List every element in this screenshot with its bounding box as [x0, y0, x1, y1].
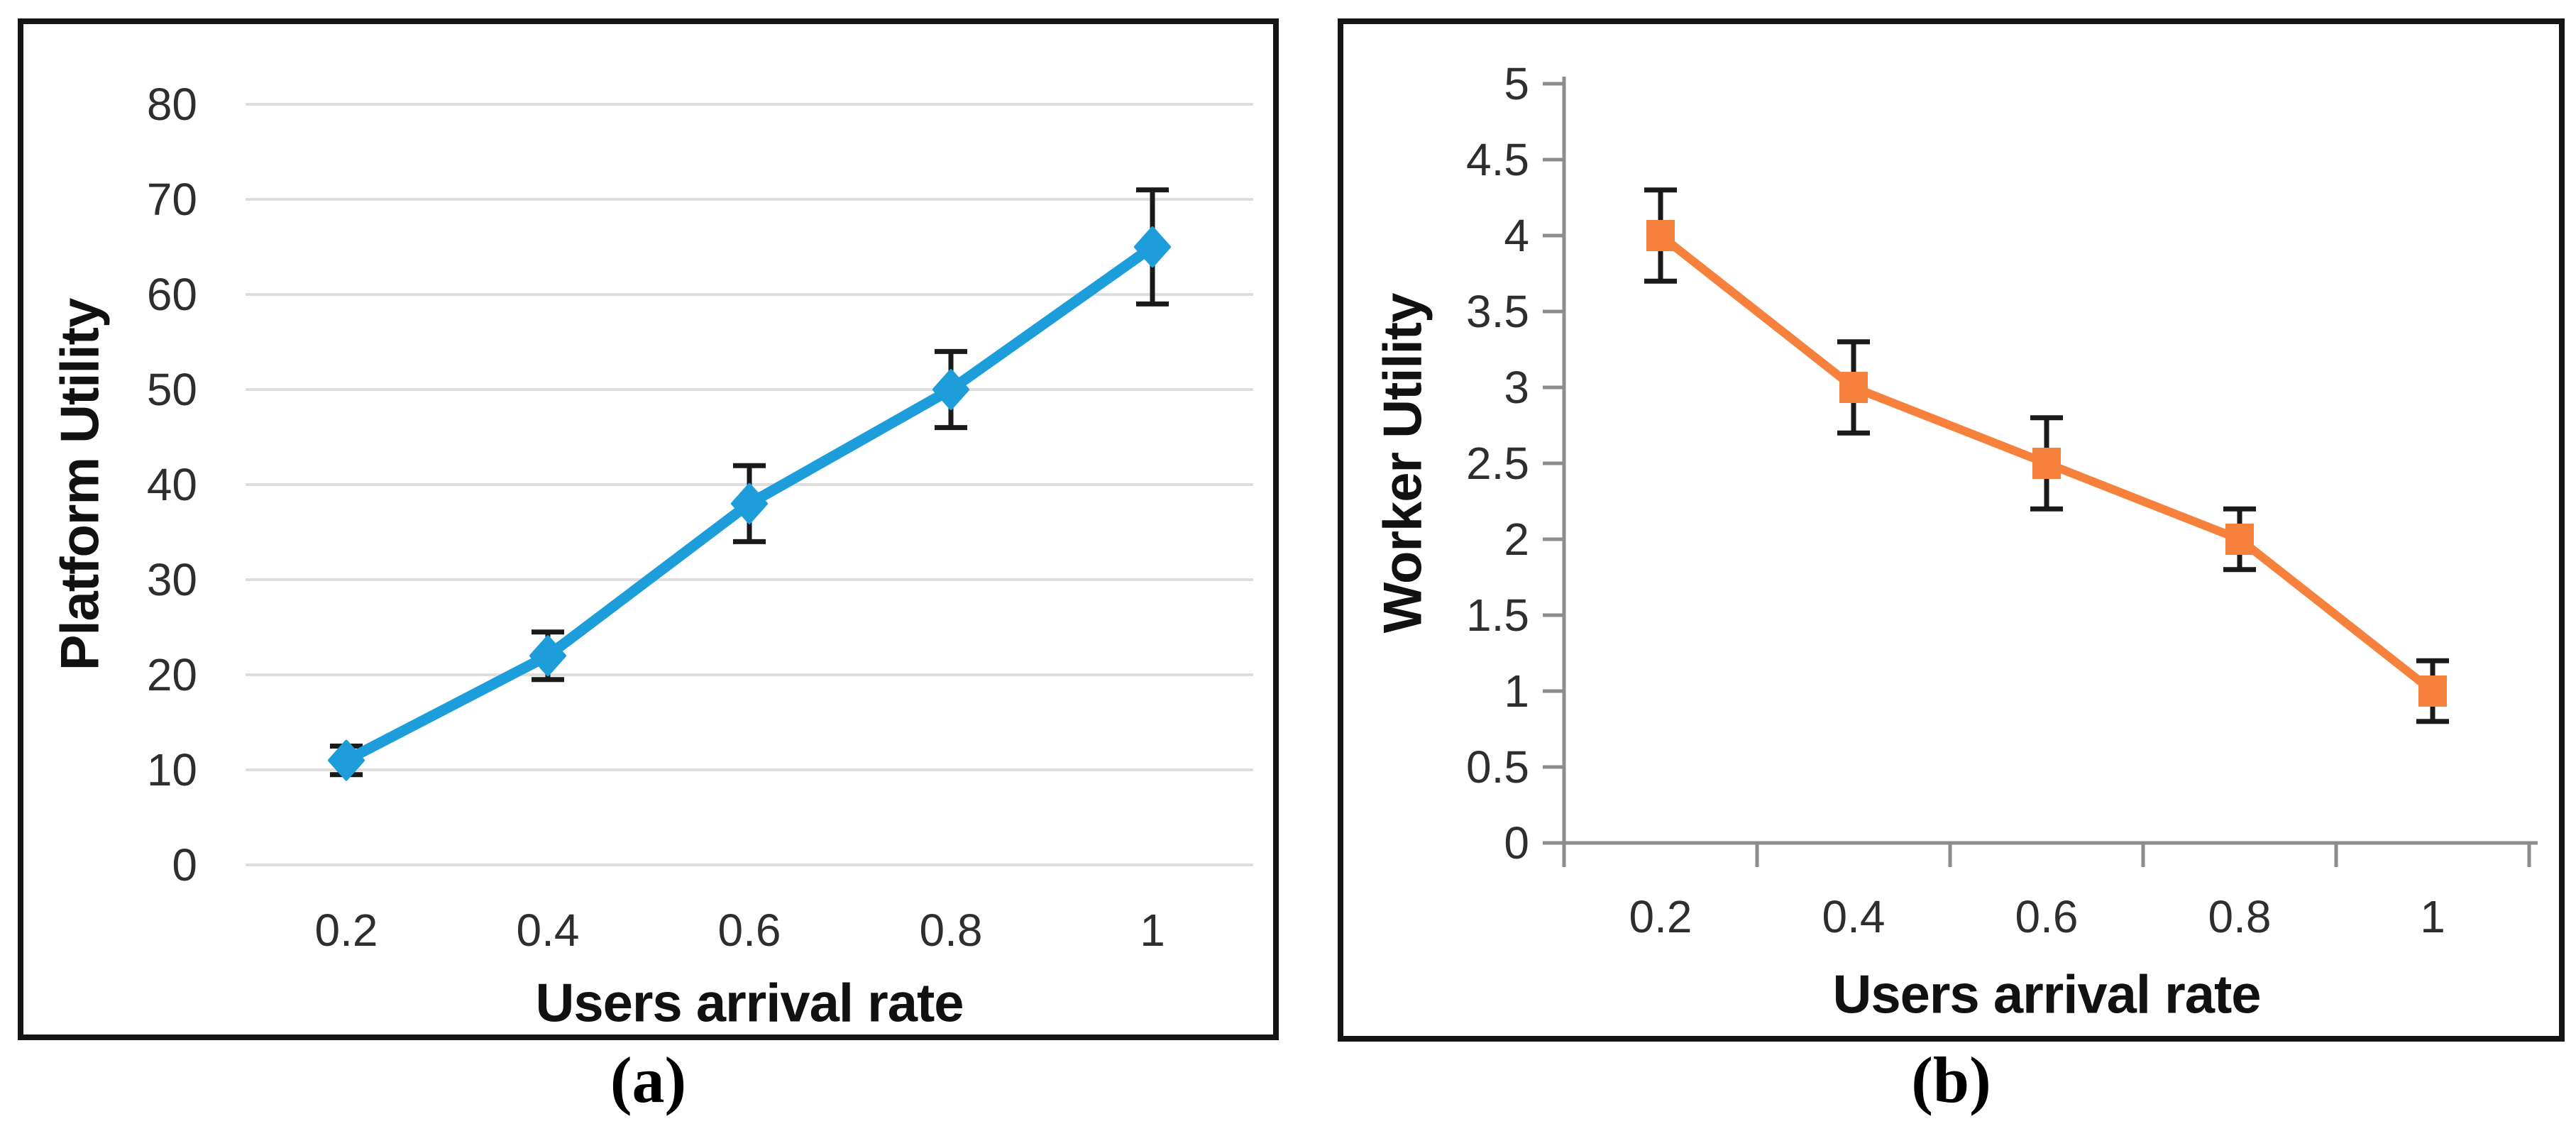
- y-tick-label: 0.5: [1466, 741, 1529, 793]
- y-axis-title-a: Platform Utility: [50, 298, 111, 671]
- y-tick-label: 40: [147, 459, 197, 510]
- plot-area-a: 0 10 20 30 40 50 60 70 80 0.2 0.4 0.6 0.8 1: [147, 79, 1253, 956]
- x-tick-labels: 0.2 0.4 0.6 0.8 1: [315, 905, 1165, 956]
- caption-a: (a): [610, 1044, 687, 1116]
- data-point-marker: [2225, 524, 2254, 555]
- y-tick-label: 30: [147, 554, 197, 605]
- y-axis-title-b: Worker Utility: [1373, 293, 1433, 633]
- data-point-marker: [1646, 220, 1675, 251]
- y-tick-label: 0: [172, 839, 197, 890]
- y-tick-label: 3: [1504, 362, 1529, 413]
- data-point-marker: [1134, 226, 1171, 267]
- x-tick-label: 0.8: [920, 905, 983, 956]
- y-tick-label: 1.5: [1466, 590, 1529, 641]
- series-markers: [328, 226, 1171, 781]
- y-tick-label: 20: [147, 649, 197, 700]
- gridlines: [246, 103, 1253, 866]
- y-tick-label: 1: [1504, 666, 1529, 717]
- x-tick-label: 0.6: [718, 905, 781, 956]
- x-tick-label: 1: [1140, 905, 1165, 956]
- y-tick-label: 2.5: [1466, 438, 1529, 489]
- chart-panel-b: Worker Utility Users arrival rate 0 0.5 1 1…: [1338, 18, 2565, 1042]
- x-axis-title-b: Users arrival rate: [1832, 965, 2260, 1025]
- y-tick-label: 5: [1504, 58, 1529, 109]
- plot-area-b: 0 0.5 1 1.5 2 2.5 3 3.5 4 4.5 5 0.2 0.4 0.6 0.8 1: [1466, 58, 2538, 942]
- y-tick-labels: 0 0.5 1 1.5 2 2.5 3 3.5 4 4.5 5: [1466, 58, 1529, 868]
- x-tick-label: 0.4: [1822, 891, 1886, 942]
- data-point-marker: [529, 635, 566, 677]
- y-tick-label: 2: [1504, 514, 1529, 565]
- series-markers: [1646, 220, 2447, 707]
- y-tick-label: 80: [147, 79, 197, 130]
- y-tick-label: 4: [1504, 210, 1529, 261]
- y-tick-labels: 0 10 20 30 40 50 60 70 80: [147, 79, 197, 890]
- data-point-marker: [2418, 675, 2447, 707]
- data-point-marker: [1839, 372, 1868, 403]
- y-tick-label: 60: [147, 269, 197, 320]
- x-tick-label: 0.6: [2015, 891, 2079, 942]
- y-tick-label: 50: [147, 364, 197, 415]
- error-bars: [330, 187, 1169, 778]
- worker-utility-chart: Worker Utility Users arrival rate 0 0.5 1 1…: [1373, 58, 2538, 1025]
- chart-panel-a: Platform Utility Users arrival rate 0 10 2…: [18, 18, 1279, 1040]
- x-tick-label: 1: [2420, 891, 2445, 942]
- y-tick-label: 70: [147, 174, 197, 225]
- x-tick-label: 0.8: [2208, 891, 2272, 942]
- data-point-marker: [731, 482, 768, 524]
- y-tick-label: 0: [1504, 817, 1529, 868]
- data-point-marker: [328, 739, 365, 781]
- axes: [1543, 77, 2538, 867]
- y-tick-label: 3.5: [1466, 286, 1529, 337]
- y-tick-label: 4.5: [1466, 134, 1529, 185]
- x-tick-label: 0.2: [315, 905, 378, 956]
- x-tick-labels: 0.2 0.4 0.6 0.8 1: [1629, 891, 2445, 942]
- data-point-marker: [2032, 448, 2061, 479]
- platform-utility-chart: Platform Utility Users arrival rate 0 10 2…: [50, 79, 1253, 1034]
- y-tick-label: 10: [147, 744, 197, 795]
- data-point-marker: [932, 369, 969, 410]
- caption-b: (b): [1911, 1044, 1991, 1116]
- x-tick-label: 0.4: [517, 905, 580, 956]
- x-tick-label: 0.2: [1629, 891, 1692, 942]
- x-axis-title-a: Users arrival rate: [535, 973, 963, 1034]
